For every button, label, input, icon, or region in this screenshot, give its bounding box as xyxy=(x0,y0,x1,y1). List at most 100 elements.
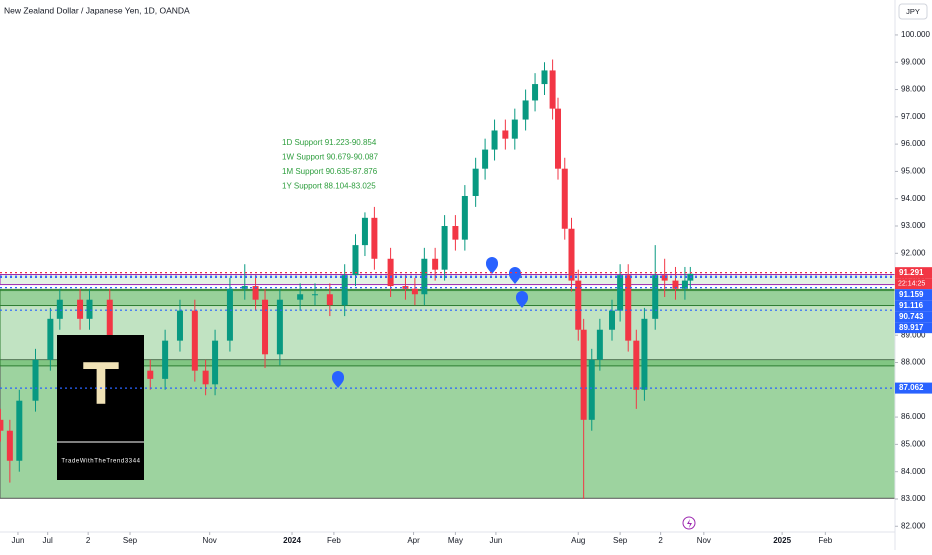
candle-body xyxy=(421,258,428,295)
x-tick-label: 2024 xyxy=(283,536,301,545)
candle-body xyxy=(297,294,304,300)
candle-body xyxy=(176,310,183,341)
x-tick-label: Apr xyxy=(407,536,420,545)
candle-body xyxy=(588,359,595,420)
candle-body xyxy=(472,168,479,196)
price-label-box xyxy=(895,289,932,301)
marker[interactable] xyxy=(509,267,521,284)
candle-body xyxy=(371,217,378,259)
candle-body xyxy=(617,275,624,311)
annotation: 1W Support 90.679-90.087 xyxy=(282,153,379,162)
price-label-box xyxy=(895,311,932,323)
currency[interactable]: JPY xyxy=(906,7,920,16)
candle-body xyxy=(491,130,498,150)
marker[interactable] xyxy=(516,291,528,308)
candle-body xyxy=(147,370,154,379)
candle-body xyxy=(191,310,198,371)
y-tick-label: 100.000 xyxy=(901,30,930,39)
logo-letter: T xyxy=(83,350,120,417)
markers xyxy=(332,257,528,388)
x-tick-label: Jul xyxy=(43,536,53,545)
candle-body xyxy=(482,149,489,169)
event-icon[interactable] xyxy=(682,516,696,530)
candle-body xyxy=(311,294,318,296)
candle-body xyxy=(341,275,348,306)
x-tick-label: Feb xyxy=(818,536,832,545)
candle-body xyxy=(596,329,603,360)
candle-body xyxy=(441,226,448,270)
y-tick-label: 92.000 xyxy=(901,248,926,257)
candle-body xyxy=(326,294,333,306)
y-tick-label: 96.000 xyxy=(901,139,926,148)
candle-body xyxy=(202,370,209,385)
candle-body xyxy=(549,70,556,109)
candle-body xyxy=(609,310,616,330)
candle-body xyxy=(252,286,259,300)
x-tick-label: May xyxy=(448,536,463,545)
candle-body xyxy=(432,258,439,270)
y-tick-label: 84.000 xyxy=(901,467,926,476)
logo: T TradeWithTheTrend3344 xyxy=(57,335,144,480)
candle-body xyxy=(502,130,509,139)
plot xyxy=(0,59,896,499)
candle-body xyxy=(522,100,529,120)
y-tick-label: 98.000 xyxy=(901,85,926,94)
candle-body xyxy=(86,299,93,319)
price-label: 91.291 xyxy=(899,268,924,277)
y-tick-label: 89.000 xyxy=(901,330,926,339)
annotation: 1M Support 90.635-87.876 xyxy=(282,167,378,176)
currency-box[interactable] xyxy=(898,3,928,20)
x-tick-label: Nov xyxy=(203,536,217,545)
candle-body xyxy=(0,419,4,431)
x-tick-label: 2025 xyxy=(773,536,791,545)
candle-body xyxy=(276,299,283,355)
candle-body xyxy=(511,119,518,139)
price-label-box xyxy=(895,267,932,279)
marker[interactable] xyxy=(486,257,498,274)
price-label: 91.159 xyxy=(899,290,924,299)
candle-body xyxy=(226,288,233,341)
candle-body xyxy=(411,288,418,295)
marker[interactable] xyxy=(332,371,344,388)
support-zone xyxy=(0,288,896,307)
y-tick-label: 82.000 xyxy=(901,521,926,530)
candle-body xyxy=(672,280,679,289)
candle-body xyxy=(681,280,688,289)
price-label: 87.062 xyxy=(899,383,924,392)
logo-caption: TradeWithTheTrend3344 xyxy=(61,459,140,465)
chart-title: New Zealand Dollar / Japanese Yen, 1D, O… xyxy=(4,5,190,15)
price-label: 90.743 xyxy=(899,312,924,321)
countdown: 22:14:25 xyxy=(898,281,925,288)
candle-body xyxy=(661,275,668,281)
countdown-box xyxy=(895,278,932,290)
candle-body xyxy=(532,84,539,101)
candle-body xyxy=(561,168,568,229)
x-tick-label: Sep xyxy=(123,536,138,545)
y-tick-label: 88.000 xyxy=(901,358,926,367)
price-label: 89.917 xyxy=(899,323,924,332)
candle-body xyxy=(633,340,640,390)
x-tick-label: Sep xyxy=(613,536,628,545)
candle-body xyxy=(106,299,113,347)
candle-body xyxy=(32,359,39,401)
candle-body xyxy=(47,318,54,360)
candle-body xyxy=(56,299,63,319)
price-label-box xyxy=(895,322,932,334)
price-label-box xyxy=(895,382,932,394)
y-tick-label: 94.000 xyxy=(901,194,926,203)
y-tick-label: 86.000 xyxy=(901,412,926,421)
candle-body xyxy=(352,245,359,276)
candle-body xyxy=(162,340,169,379)
candle-body xyxy=(625,275,632,341)
logo-box xyxy=(57,335,144,480)
y-tick-label: 97.000 xyxy=(901,112,926,121)
x-tick-label: Jun xyxy=(12,536,25,545)
candle-body xyxy=(262,299,269,355)
x-tick-label: Jun xyxy=(489,536,502,545)
x-tick-label: 2 xyxy=(86,536,91,545)
candle-body xyxy=(641,318,648,390)
candle-body xyxy=(241,286,248,289)
candle-body xyxy=(212,340,219,385)
candle-body xyxy=(652,275,659,319)
